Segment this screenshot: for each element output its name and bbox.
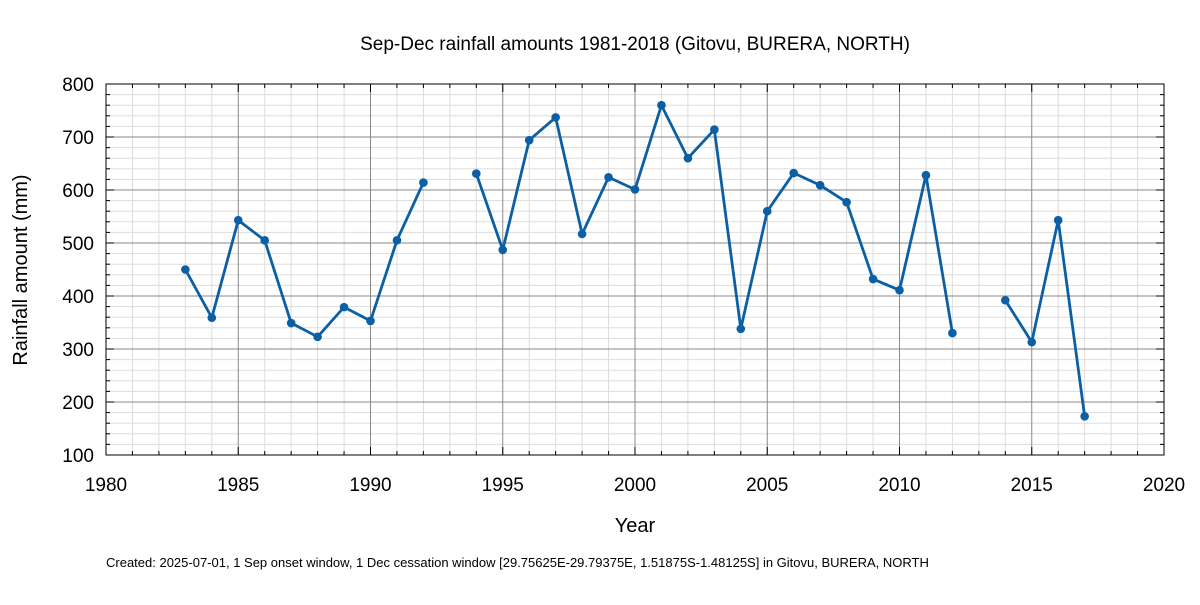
data-point	[921, 170, 931, 180]
x-tick-label: 2000	[614, 475, 656, 496]
y-tick-label: 800	[62, 75, 94, 96]
data-point	[1053, 215, 1063, 225]
data-point	[1080, 412, 1089, 421]
data-point	[577, 229, 587, 239]
series-points	[181, 100, 1089, 421]
y-tick-label: 400	[62, 287, 94, 308]
x-tick-label: 2015	[1011, 475, 1053, 496]
x-tick-label: 1990	[349, 475, 391, 496]
plot-frame	[105, 83, 1165, 456]
data-point	[366, 316, 375, 326]
data-point	[286, 318, 296, 328]
y-tick-label: 600	[62, 181, 94, 202]
y-axis-label: Rainfall amount (mm)	[10, 174, 32, 365]
x-tick-label: 2010	[878, 475, 920, 496]
series-line-segment	[184, 181, 425, 339]
y-tick-label: 100	[62, 446, 94, 467]
data-point	[736, 324, 746, 334]
data-point	[392, 236, 402, 245]
data-point	[1001, 295, 1010, 305]
data-point	[260, 236, 270, 245]
data-point	[524, 135, 534, 145]
chart-footer-note: Created: 2025-07-01, 1 Sep onset window,…	[106, 555, 929, 570]
data-point	[868, 274, 878, 284]
x-tick-labels: 1980 1985 1990 1995 2000 2005 2010 2015 2020	[85, 475, 1185, 496]
x-tick-label: 1980	[85, 475, 127, 496]
series-line-segment	[1004, 218, 1087, 417]
major-gridlines	[106, 84, 1164, 455]
data-point	[313, 332, 322, 342]
data-point	[207, 313, 217, 323]
data-point	[1027, 337, 1037, 347]
data-point	[233, 215, 243, 225]
data-point	[472, 169, 481, 178]
data-point	[789, 168, 798, 178]
y-tick-labels: 100 200 300 400 500 600 700 800	[62, 75, 94, 467]
data-point	[181, 265, 190, 274]
x-tick-label: 1985	[217, 475, 259, 496]
data-point	[604, 172, 613, 182]
chart-title: Sep-Dec rainfall amounts 1981-2018 (Gito…	[360, 34, 910, 55]
data-point	[419, 178, 428, 187]
y-tick-label: 300	[62, 340, 94, 361]
x-axis-label: Year	[615, 515, 656, 537]
data-point	[657, 100, 666, 110]
data-point	[948, 328, 957, 338]
data-point	[842, 197, 851, 207]
data-point	[815, 180, 825, 190]
data-point	[683, 153, 693, 163]
data-point	[630, 185, 640, 194]
x-tick-label: 1995	[482, 475, 524, 496]
data-point	[498, 245, 508, 255]
data-point	[762, 206, 772, 216]
y-tick-label: 200	[62, 393, 94, 414]
data-point	[551, 113, 560, 122]
x-tick-label: 2005	[746, 475, 788, 496]
y-tick-label: 700	[62, 128, 94, 149]
y-tick-label: 500	[62, 234, 94, 255]
data-point	[895, 285, 904, 295]
x-tick-label: 2020	[1143, 475, 1185, 496]
data-point	[339, 302, 349, 312]
data-point	[710, 125, 719, 134]
